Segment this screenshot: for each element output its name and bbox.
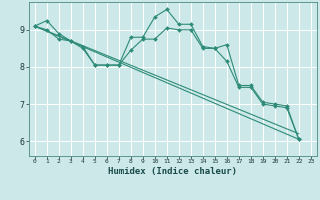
X-axis label: Humidex (Indice chaleur): Humidex (Indice chaleur) xyxy=(108,167,237,176)
